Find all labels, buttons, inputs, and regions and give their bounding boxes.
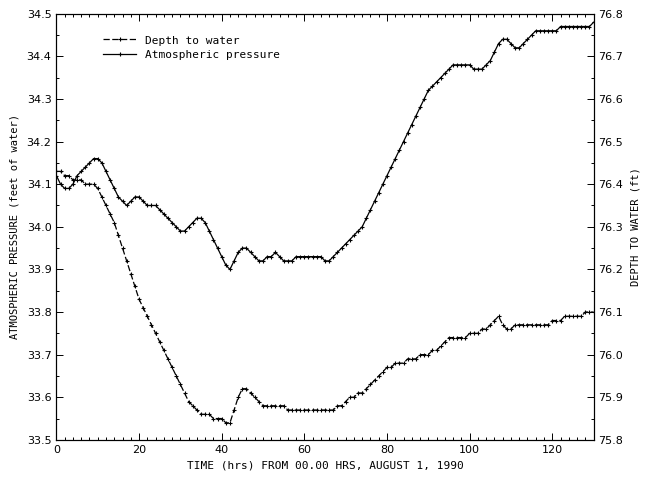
Depth to water [148,322,155,328]
Depth to water [53,168,60,174]
Atmospheric pressure [148,203,155,208]
Line: Atmospheric pressure: Atmospheric pressure [54,20,596,272]
Y-axis label: DEPTH TO WATER (ft): DEPTH TO WATER (ft) [630,168,640,286]
Y-axis label: ATMOSPHERIC PRESSURE (feet of water): ATMOSPHERIC PRESSURE (feet of water) [10,114,20,339]
Atmospheric pressure [73,173,81,179]
Atmospheric pressure [474,66,482,72]
Depth to water [363,386,370,392]
Atmospheric pressure [226,266,234,272]
Line: Depth to water: Depth to water [54,169,596,425]
Atmospheric pressure [590,19,597,25]
Atmospheric pressure [363,216,370,221]
Atmospheric pressure [391,156,399,161]
Depth to water [453,335,461,340]
Legend: Depth to water, Atmospheric pressure: Depth to water, Atmospheric pressure [99,32,283,63]
Atmospheric pressure [453,62,461,68]
Depth to water [590,309,597,315]
Depth to water [391,360,399,366]
Depth to water [474,330,482,336]
Depth to water [222,420,229,426]
X-axis label: TIME (hrs) FROM 00.00 HRS, AUGUST 1, 1990: TIME (hrs) FROM 00.00 HRS, AUGUST 1, 199… [187,460,463,470]
Atmospheric pressure [53,173,60,179]
Depth to water [73,177,81,183]
